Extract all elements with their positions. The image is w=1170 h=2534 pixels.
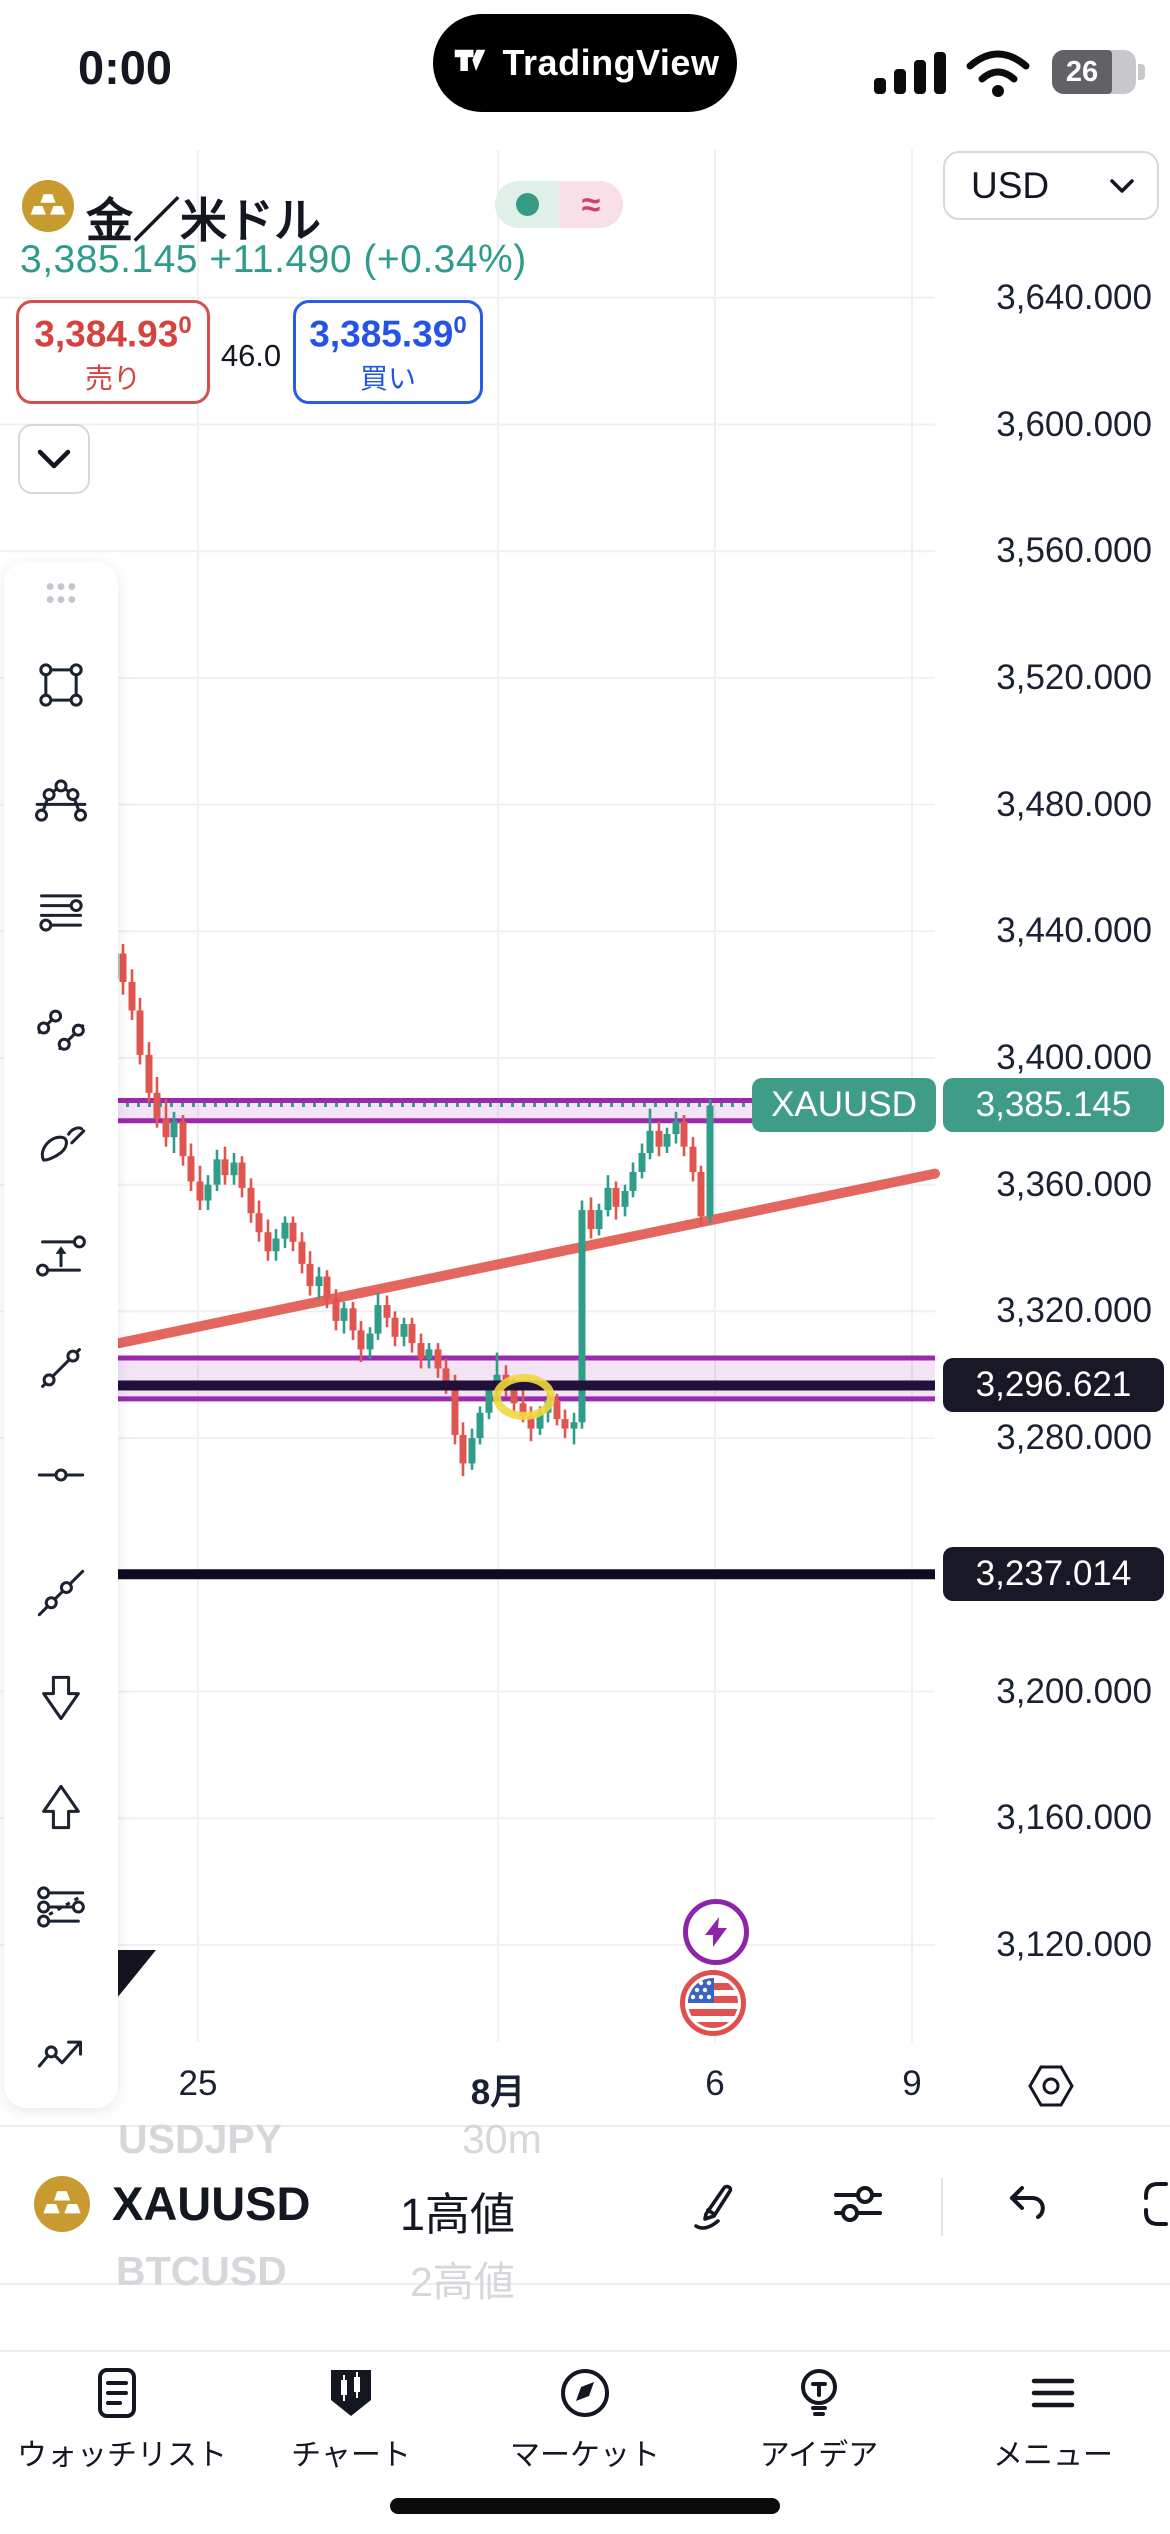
idea-icon xyxy=(790,2364,848,2422)
picker-prev-interval[interactable]: 30m xyxy=(462,2116,542,2162)
price-tag[interactable]: 3,296.621 xyxy=(943,1358,1164,1413)
camera-snapshot-button[interactable] xyxy=(1142,2176,1170,2232)
price-axis-label: 3,280.000 xyxy=(996,1418,1152,1458)
tool-trend-line[interactable] xyxy=(35,1342,87,1394)
symbol-logo-small xyxy=(34,2176,90,2232)
price-axis-label: 3,440.000 xyxy=(996,911,1152,951)
last-price-and-change: 3,385.145 +11.490 (+0.34%) xyxy=(20,238,527,281)
chart-tab-icon xyxy=(322,2364,380,2422)
chevron-down-icon xyxy=(1110,178,1134,193)
tool-two-trend-lines[interactable] xyxy=(35,1002,87,1054)
island-label: TradingView xyxy=(502,42,720,83)
price-axis-label: 3,560.000 xyxy=(996,531,1152,571)
spread-value: 46.0 xyxy=(220,338,282,373)
page-title: 金／米ドル xyxy=(86,194,321,247)
home-indicator[interactable] xyxy=(390,2498,780,2514)
price-axis-label: 3,640.000 xyxy=(996,277,1152,317)
tool-rectangle[interactable] xyxy=(35,659,87,711)
indicator-settings-button[interactable] xyxy=(830,2176,886,2232)
market-status-pill[interactable]: ≈ xyxy=(495,181,623,228)
buy-button[interactable]: 3,385.390 買い xyxy=(293,300,483,404)
price-axis-label: 3,360.000 xyxy=(996,1164,1152,1204)
tool-projection[interactable] xyxy=(35,1230,87,1282)
lightning-event-icon[interactable] xyxy=(683,1899,749,1965)
menu-icon xyxy=(1024,2364,1082,2422)
tool-fib-retracement[interactable] xyxy=(35,1881,87,1933)
tool-xabcd-pattern[interactable] xyxy=(35,774,88,826)
price-axis-label: 3,600.000 xyxy=(996,404,1152,444)
axis-settings-hexagon-icon[interactable] xyxy=(1026,2062,1076,2115)
price-axis-label: 3,200.000 xyxy=(996,1671,1152,1711)
price-tag[interactable]: 3,385.145 xyxy=(943,1078,1164,1133)
price-axis-label: 3,400.000 xyxy=(996,1038,1152,1077)
battery-icon: 26 xyxy=(1052,50,1145,94)
picker-prev-symbol[interactable]: USDJPY xyxy=(118,2116,283,2162)
price-axis-label: 3,120.000 xyxy=(996,1924,1152,1964)
clock: 0:00 xyxy=(78,41,173,94)
time-axis-label: 25 xyxy=(178,2064,218,2103)
sell-button[interactable]: 3,384.930 売り xyxy=(16,300,210,404)
tradingview-logo-icon xyxy=(451,41,491,86)
wifi-icon xyxy=(962,48,1034,103)
dynamic-island-tradingview-pill: TradingView xyxy=(433,14,737,112)
watchlist-icon xyxy=(88,2364,146,2422)
time-axis-label: 9 xyxy=(902,2064,922,2103)
toolbar-divider xyxy=(941,2178,943,2236)
undo-button[interactable] xyxy=(998,2176,1054,2232)
price-tag[interactable]: 3,237.014 xyxy=(943,1547,1164,1602)
nav-item-chart-tab[interactable]: チャート xyxy=(251,2364,451,2474)
tool-arrow-up[interactable] xyxy=(35,1781,87,1833)
symbol-tag[interactable]: XAUUSD xyxy=(752,1078,936,1133)
drawing-toolbar[interactable] xyxy=(4,562,118,2108)
cellular-signal-icon xyxy=(872,50,952,101)
price-axis-label: 3,520.000 xyxy=(996,657,1152,697)
battery-percent: 26 xyxy=(1052,50,1112,94)
interval-picker-current[interactable]: 1高値 xyxy=(400,2189,516,2240)
draw-tool-button[interactable] xyxy=(688,2176,744,2232)
tool-drag-handle[interactable] xyxy=(35,566,87,618)
tool-parallel-lines[interactable] xyxy=(35,885,87,937)
tool-brush[interactable] xyxy=(35,1119,87,1171)
us-flag-event-icon[interactable] xyxy=(680,1970,746,2036)
market-icon xyxy=(556,2364,614,2422)
symbol-picker-current[interactable]: XAUUSD xyxy=(112,2177,311,2230)
picker-next-interval[interactable]: 2高値 xyxy=(410,2259,515,2305)
market-open-dot-icon xyxy=(515,193,539,216)
nav-item-idea[interactable]: アイデア xyxy=(719,2364,919,2474)
collapse-trade-panel-button[interactable] xyxy=(18,424,90,494)
tool-arrow-down[interactable] xyxy=(35,1672,87,1724)
time-axis-label: 6 xyxy=(705,2064,725,2103)
nav-item-watchlist[interactable]: ウォッチリスト xyxy=(17,2364,227,2474)
nav-item-menu[interactable]: メニュー xyxy=(953,2364,1153,2474)
picker-next-symbol[interactable]: BTCUSD xyxy=(116,2248,287,2294)
price-axis-label: 3,160.000 xyxy=(996,1798,1152,1838)
tool-horizontal-line[interactable] xyxy=(35,1449,87,1501)
price-axis-label: 3,480.000 xyxy=(996,784,1152,824)
approx-icon: ≈ xyxy=(581,185,601,224)
price-axis-label: 3,320.000 xyxy=(996,1291,1152,1331)
tool-zigzag-arrow[interactable] xyxy=(35,2027,87,2079)
time-axis-label: 8月 xyxy=(470,2073,526,2112)
gold-symbol-logo xyxy=(22,180,74,232)
nav-item-market[interactable]: マーケット xyxy=(485,2364,685,2474)
tool-extended-line[interactable] xyxy=(35,1567,87,1619)
bottom-navigation: ウォッチリスト チャート マーケット アイデア メニュー xyxy=(0,2350,1170,2534)
currency-select[interactable]: USD xyxy=(943,151,1159,220)
